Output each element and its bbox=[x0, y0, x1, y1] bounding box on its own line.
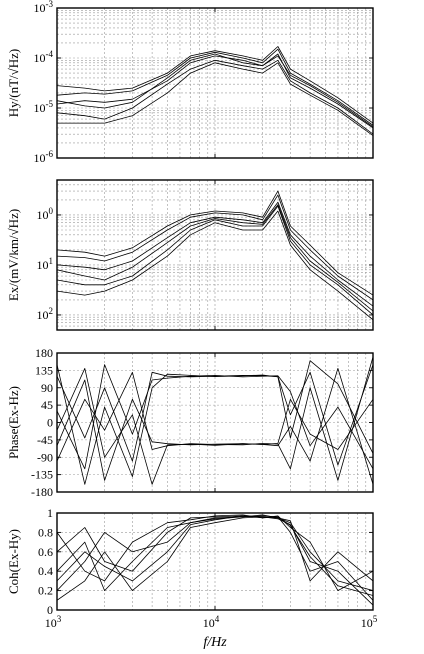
y-tick-label: 10-6 bbox=[34, 149, 54, 165]
plot-frame bbox=[56, 7, 374, 159]
x-tick-label: 104 bbox=[203, 614, 220, 630]
y-tick-label: 1 bbox=[47, 506, 53, 520]
x-tick-label: 105 bbox=[361, 614, 378, 630]
series-line-hy-4 bbox=[57, 62, 373, 136]
grid-ex bbox=[57, 180, 373, 330]
x-ticks: 103 104 105 bbox=[45, 614, 378, 630]
series-line-phase-5 bbox=[57, 360, 373, 485]
panel-hy: 10-3 10-4 10-5 10-6 Hy/(nT/√Hz) bbox=[6, 0, 374, 165]
y-ticks-hy: 10-3 10-4 10-5 10-6 bbox=[34, 0, 373, 165]
series-line-coh-6 bbox=[57, 515, 373, 596]
x-axis-label: f/Hz bbox=[203, 635, 227, 650]
y-tick-label: 0.4 bbox=[38, 564, 53, 578]
y-tick-label: -45 bbox=[37, 433, 53, 447]
x-tick-label: 103 bbox=[45, 614, 62, 630]
y-tick-label: 45 bbox=[41, 398, 53, 412]
y-ticks-ex: 100 101 102 bbox=[37, 206, 373, 322]
series-line-ex-1 bbox=[57, 201, 373, 307]
series-line-hy-2 bbox=[57, 59, 373, 135]
y-tick-label: 90 bbox=[41, 381, 53, 395]
series-group-phase bbox=[57, 356, 373, 485]
y-tick-label: 135 bbox=[35, 363, 53, 377]
y-tick-label: 10-4 bbox=[34, 49, 54, 65]
plot-frame bbox=[56, 179, 374, 331]
y-axis-label-phase: Phase(Ex-Hz) bbox=[6, 386, 21, 459]
series-line-ex-3 bbox=[57, 194, 373, 301]
grid-hy bbox=[57, 8, 373, 158]
series-line-phase-4 bbox=[57, 356, 373, 481]
y-tick-label: 0.8 bbox=[38, 525, 53, 539]
y-tick-label: 180 bbox=[35, 346, 53, 360]
series-group-ex bbox=[57, 190, 373, 321]
series-line-hy-6 bbox=[57, 53, 373, 128]
series-line-ex-2 bbox=[57, 205, 373, 316]
series-line-coh-3 bbox=[57, 514, 373, 591]
panel-phase: 180 135 90 45 0 -45 -90 -135 -180 Phase(Ex-Hz) bbox=[6, 346, 374, 499]
series-line-ex-4 bbox=[57, 210, 373, 321]
panel-ex: 100 101 102 Ex/(mV/km/√Hz) bbox=[6, 179, 374, 331]
series-group-coh bbox=[57, 514, 373, 606]
series-line-coh-2 bbox=[57, 515, 373, 601]
grid-coh bbox=[57, 513, 373, 610]
y-tick-label: 0.2 bbox=[38, 584, 53, 598]
y-tick-label: -180 bbox=[31, 485, 53, 499]
series-line-ex-5 bbox=[57, 190, 373, 296]
series-group-hy bbox=[57, 46, 373, 136]
series-line-phase-6 bbox=[57, 367, 373, 485]
y-axis-label-coh: Coh(Ex-Hy) bbox=[6, 529, 21, 594]
y-tick-label: -90 bbox=[37, 450, 53, 464]
series-line-hy-5 bbox=[57, 46, 373, 124]
y-tick-label: 0.6 bbox=[38, 545, 53, 559]
series-line-coh-4 bbox=[57, 516, 373, 606]
y-tick-label: -135 bbox=[31, 468, 53, 482]
y-axis-label-ex: Ex/(mV/km/√Hz) bbox=[6, 209, 21, 301]
series-line-coh-1 bbox=[57, 515, 373, 591]
y-ticks-coh: 1 0.8 0.6 0.4 0.2 0 bbox=[38, 506, 373, 617]
series-line-phase-3 bbox=[57, 364, 373, 470]
y-ticks-phase: 180 135 90 45 0 -45 -90 -135 -180 bbox=[31, 346, 373, 499]
y-tick-label: 102 bbox=[37, 306, 54, 322]
y-tick-label: 10-5 bbox=[34, 99, 54, 115]
series-line-ex-6 bbox=[57, 204, 373, 312]
y-axis-label-hy: Hy/(nT/√Hz) bbox=[6, 49, 21, 118]
y-tick-label: 0 bbox=[47, 603, 53, 617]
series-line-hy-3 bbox=[57, 48, 373, 126]
y-tick-label: 101 bbox=[37, 256, 54, 272]
y-tick-label: 100 bbox=[37, 206, 54, 222]
y-tick-label: 10-3 bbox=[34, 0, 54, 15]
y-tick-label: 0 bbox=[47, 416, 53, 430]
